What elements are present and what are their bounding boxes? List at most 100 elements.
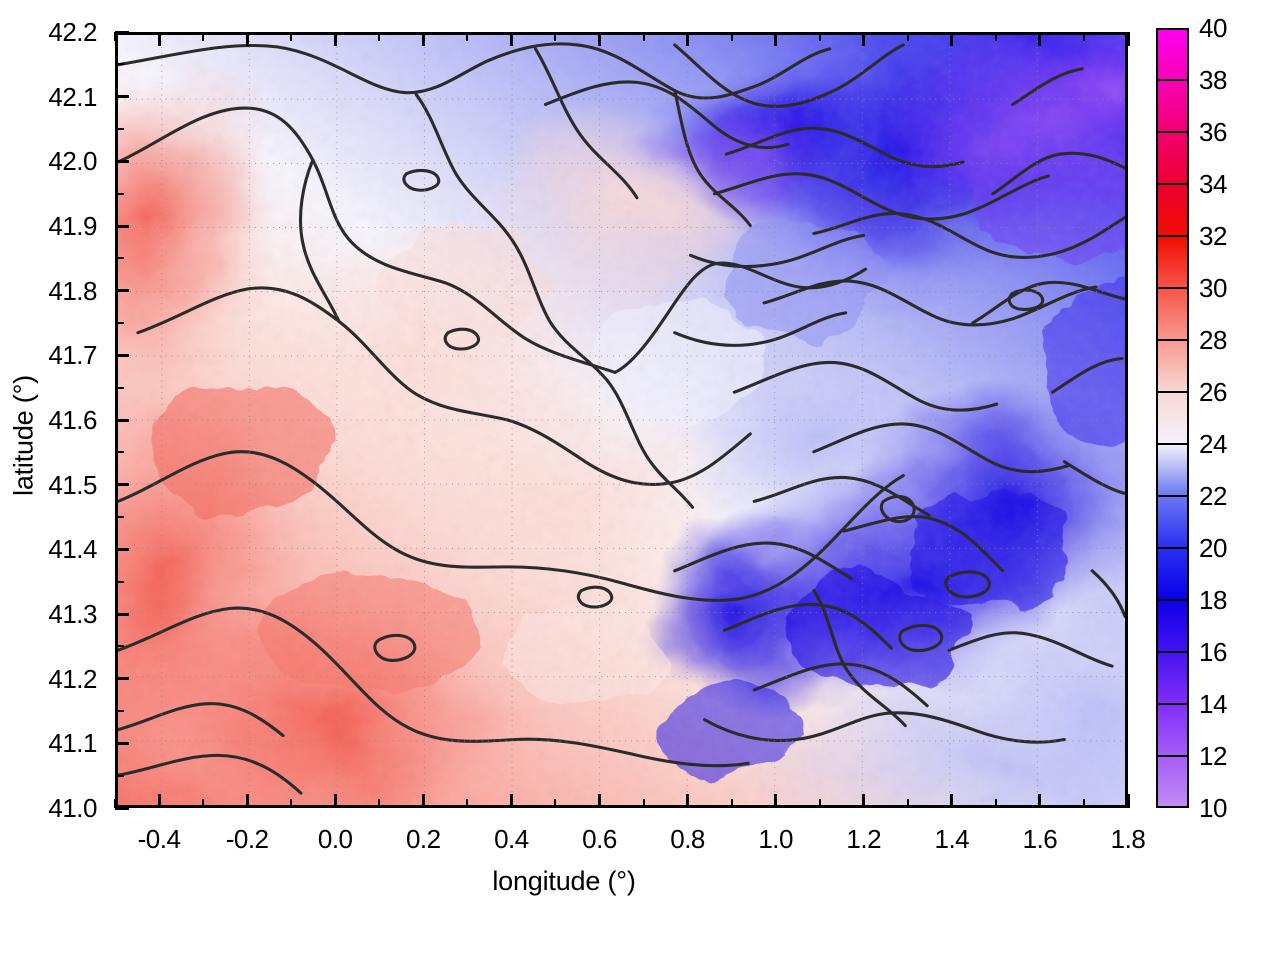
x-tick-minor	[554, 32, 557, 41]
colorbar-tick-label: 28	[1199, 325, 1227, 355]
x-tick-label: 0.4	[494, 824, 529, 854]
y-tick-major	[115, 418, 129, 422]
y-tick-label: 41.3	[48, 599, 97, 629]
x-tick-major-top	[245, 32, 249, 46]
colorbar-tick-label: 22	[1199, 481, 1227, 511]
x-tick-label: 0.0	[317, 824, 353, 854]
x-tick-minor	[378, 799, 381, 808]
colorbar-tick	[1156, 443, 1189, 445]
y-tick-minor	[115, 645, 124, 648]
x-tick-minor	[818, 32, 821, 41]
colorbar-tick	[1156, 235, 1189, 237]
x-tick-minor	[290, 799, 293, 808]
y-tick-label: 42.1	[48, 81, 97, 112]
x-tick-minor	[994, 32, 997, 41]
x-tick-minor	[994, 799, 997, 808]
colorbar-tick	[1156, 79, 1189, 81]
y-tick-minor	[115, 580, 124, 583]
y-tick-label: 41.6	[48, 405, 97, 435]
colorbar-tick	[1156, 703, 1189, 705]
y-tick-major	[115, 289, 129, 293]
x-tick-minor	[290, 32, 293, 41]
x-tick-major	[950, 794, 954, 808]
x-tick-minor	[114, 799, 116, 808]
colorbar-tick	[1156, 131, 1189, 133]
x-tick-major	[1126, 794, 1130, 808]
x-tick-minor	[1082, 799, 1085, 808]
colorbar-tick-label: 14	[1199, 689, 1227, 719]
colorbar-tick	[1156, 183, 1189, 185]
colorbar-gradient	[1158, 30, 1187, 806]
y-tick-major	[115, 547, 129, 551]
x-tick-major	[333, 794, 337, 808]
x-tick-minor	[642, 799, 645, 808]
x-tick-major-top	[686, 32, 690, 46]
x-tick-label: 1.8	[1110, 824, 1146, 854]
colorbar-tick-label: 24	[1199, 429, 1227, 459]
y-tick-major	[115, 95, 129, 99]
x-tick-label: 1.4	[934, 824, 970, 854]
colorbar-tick	[1156, 391, 1189, 393]
y-tick-label: 41.7	[48, 340, 97, 371]
y-tick-major	[115, 224, 129, 228]
x-tick-major-top	[774, 32, 778, 46]
x-tick-minor	[466, 32, 469, 41]
y-tick-minor	[115, 516, 124, 518]
x-tick-major-top	[862, 32, 866, 46]
colorbar-tick	[1156, 651, 1189, 653]
colorbar-tick	[1156, 287, 1189, 289]
x-tick-minor	[730, 32, 733, 41]
contour-lines	[118, 42, 1125, 795]
colorbar-tick-label: 12	[1199, 741, 1227, 771]
y-tick-minor	[115, 322, 124, 324]
colorbar-tick-label: 30	[1199, 273, 1227, 303]
temperature-field	[118, 35, 1125, 805]
y-tick-minor	[115, 710, 124, 712]
x-tick-minor	[642, 32, 645, 41]
x-tick-major-top	[157, 32, 161, 46]
x-tick-minor	[818, 799, 821, 808]
colorbar-tick-label: 38	[1199, 65, 1227, 95]
y-tick-minor	[115, 774, 124, 777]
x-tick-major-top	[509, 32, 513, 46]
y-tick-label: 41.8	[48, 275, 97, 306]
x-tick-major-top	[950, 32, 954, 46]
y-tick-label: 41.2	[48, 663, 97, 694]
colorbar-tick-label: 34	[1199, 169, 1227, 199]
colorbar-tick	[1156, 599, 1189, 601]
grid-lines	[118, 35, 1125, 805]
colorbar	[1156, 28, 1189, 808]
x-tick-major	[1038, 794, 1042, 808]
y-tick-minor	[115, 386, 124, 389]
y-tick-minor	[115, 128, 124, 130]
y-tick-major	[115, 30, 129, 34]
x-tick-major	[157, 794, 161, 808]
y-tick-minor	[115, 63, 124, 66]
y-tick-major	[115, 741, 129, 745]
x-tick-label: 0.6	[582, 824, 617, 854]
x-tick-label: -0.2	[225, 824, 269, 854]
x-tick-major	[509, 794, 513, 808]
x-tick-major	[245, 794, 249, 808]
x-tick-minor	[1082, 32, 1085, 41]
x-tick-minor	[906, 799, 909, 808]
y-axis-title: latitude (°)	[8, 375, 39, 496]
colorbar-tick-label: 32	[1199, 221, 1227, 251]
x-tick-minor	[466, 799, 469, 808]
y-tick-label: 41.0	[48, 793, 97, 823]
y-tick-major	[115, 806, 129, 810]
y-tick-label: 41.1	[48, 728, 97, 759]
x-tick-major-top	[1038, 32, 1042, 46]
y-tick-label: 41.4	[48, 534, 97, 565]
x-tick-label: 0.2	[405, 824, 441, 854]
x-tick-minor	[554, 799, 557, 808]
y-tick-label: 41.5	[48, 469, 97, 500]
x-tick-label: -0.4	[137, 824, 181, 854]
colorbar-tick	[1156, 495, 1189, 497]
x-tick-major	[421, 794, 425, 808]
y-tick-minor	[115, 192, 124, 195]
x-tick-minor	[202, 799, 205, 808]
colorbar-tick-label: 40	[1199, 13, 1227, 43]
x-tick-minor	[202, 32, 205, 41]
